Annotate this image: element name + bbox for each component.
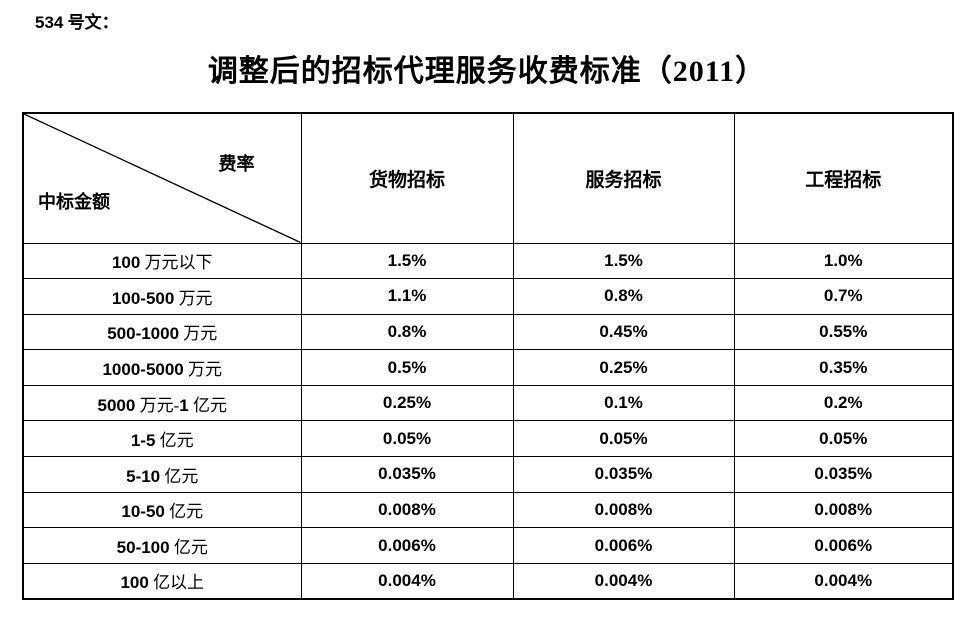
rate-cell: 0.004% — [300, 562, 514, 600]
table-row: 1000-5000 万元 0.5% 0.25% 0.35% — [22, 349, 954, 386]
corner-fee-rate-label: 费率 — [218, 154, 255, 174]
rate-cell: 0.008% — [300, 491, 514, 529]
rate-cell: 0.05% — [300, 420, 514, 458]
rate-cell: 0.05% — [512, 420, 735, 458]
fee-rate-table-container: 费率 中标金额 货物招标 服务招标 工程招标 100 万元以下 1.5% 1.5% 1… — [22, 112, 954, 600]
rate-cell: 0.45% — [512, 313, 735, 351]
row-amount-label: 1-5 亿元 — [22, 420, 302, 458]
row-amount-label: 100 亿以上 — [22, 562, 302, 600]
table-row: 50-100 亿元 0.006% 0.006% 0.006% — [22, 527, 954, 564]
table-row: 100 万元以下 1.5% 1.5% 1.0% — [22, 242, 954, 280]
rate-cell: 0.8% — [300, 313, 514, 351]
rate-cell: 0.7% — [733, 278, 954, 315]
rate-cell: 1.0% — [733, 242, 954, 280]
table-row: 1-5 亿元 0.05% 0.05% 0.05% — [22, 420, 954, 458]
row-amount-label: 5000 万元-1 亿元 — [22, 384, 302, 422]
column-header-services: 服务招标 — [512, 112, 735, 244]
rate-cell: 0.035% — [512, 456, 735, 493]
rate-table-body: 100 万元以下 1.5% 1.5% 1.0% 100-500 万元 1.1% 0.8% 0.… — [22, 242, 954, 600]
rate-cell: 1.5% — [512, 242, 735, 280]
rate-cell: 0.008% — [512, 491, 735, 529]
rate-cell: 0.25% — [300, 384, 514, 422]
rate-cell: 1.5% — [300, 242, 514, 280]
table-row: 100-500 万元 1.1% 0.8% 0.7% — [22, 278, 954, 315]
rate-cell: 0.1% — [512, 384, 735, 422]
row-amount-label: 10-50 亿元 — [22, 491, 302, 529]
rate-cell: 0.55% — [733, 313, 954, 351]
row-amount-label: 1000-5000 万元 — [22, 349, 302, 386]
row-amount-label: 500-1000 万元 — [22, 313, 302, 351]
row-amount-label: 100 万元以下 — [22, 242, 302, 280]
corner-cell: 费率 中标金额 — [22, 112, 302, 244]
table-row: 100 亿以上 0.004% 0.004% 0.004% — [22, 562, 954, 600]
table-row: 500-1000 万元 0.8% 0.45% 0.55% — [22, 313, 954, 351]
row-amount-label: 100-500 万元 — [22, 278, 302, 315]
rate-cell: 1.1% — [300, 278, 514, 315]
column-header-goods: 货物招标 — [300, 112, 514, 244]
rate-cell: 0.006% — [300, 527, 514, 564]
corner-amount-label: 中标金额 — [38, 192, 110, 212]
rate-cell: 0.25% — [512, 349, 735, 386]
rate-cell: 0.006% — [512, 527, 735, 564]
table-row: 5000 万元-1 亿元 0.25% 0.1% 0.2% — [22, 384, 954, 422]
fee-rate-table: 费率 中标金额 货物招标 服务招标 工程招标 100 万元以下 1.5% 1.5% 1… — [22, 112, 954, 600]
diagonal-divider — [24, 114, 301, 243]
rate-cell: 0.035% — [300, 456, 514, 493]
rate-cell: 0.05% — [733, 420, 954, 458]
column-header-engineering: 工程招标 — [733, 112, 954, 244]
rate-cell: 0.8% — [512, 278, 735, 315]
table-row: 5-10 亿元 0.035% 0.035% 0.035% — [22, 456, 954, 493]
rate-cell: 0.004% — [512, 562, 735, 600]
rate-cell: 0.035% — [733, 456, 954, 493]
header-row: 费率 中标金额 货物招标 服务招标 工程招标 — [22, 112, 954, 244]
table-row: 10-50 亿元 0.008% 0.008% 0.008% — [22, 491, 954, 529]
rate-cell: 0.2% — [733, 384, 954, 422]
rate-cell: 0.004% — [733, 562, 954, 600]
rate-cell: 0.006% — [733, 527, 954, 564]
rate-cell: 0.35% — [733, 349, 954, 386]
rate-cell: 0.008% — [733, 491, 954, 529]
row-amount-label: 5-10 亿元 — [22, 456, 302, 493]
page-title: 调整后的招标代理服务收费标准（2011） — [207, 55, 767, 88]
row-amount-label: 50-100 亿元 — [22, 527, 302, 564]
document-ref-number: 534 号文： — [35, 13, 119, 32]
rate-cell: 0.5% — [300, 349, 514, 386]
